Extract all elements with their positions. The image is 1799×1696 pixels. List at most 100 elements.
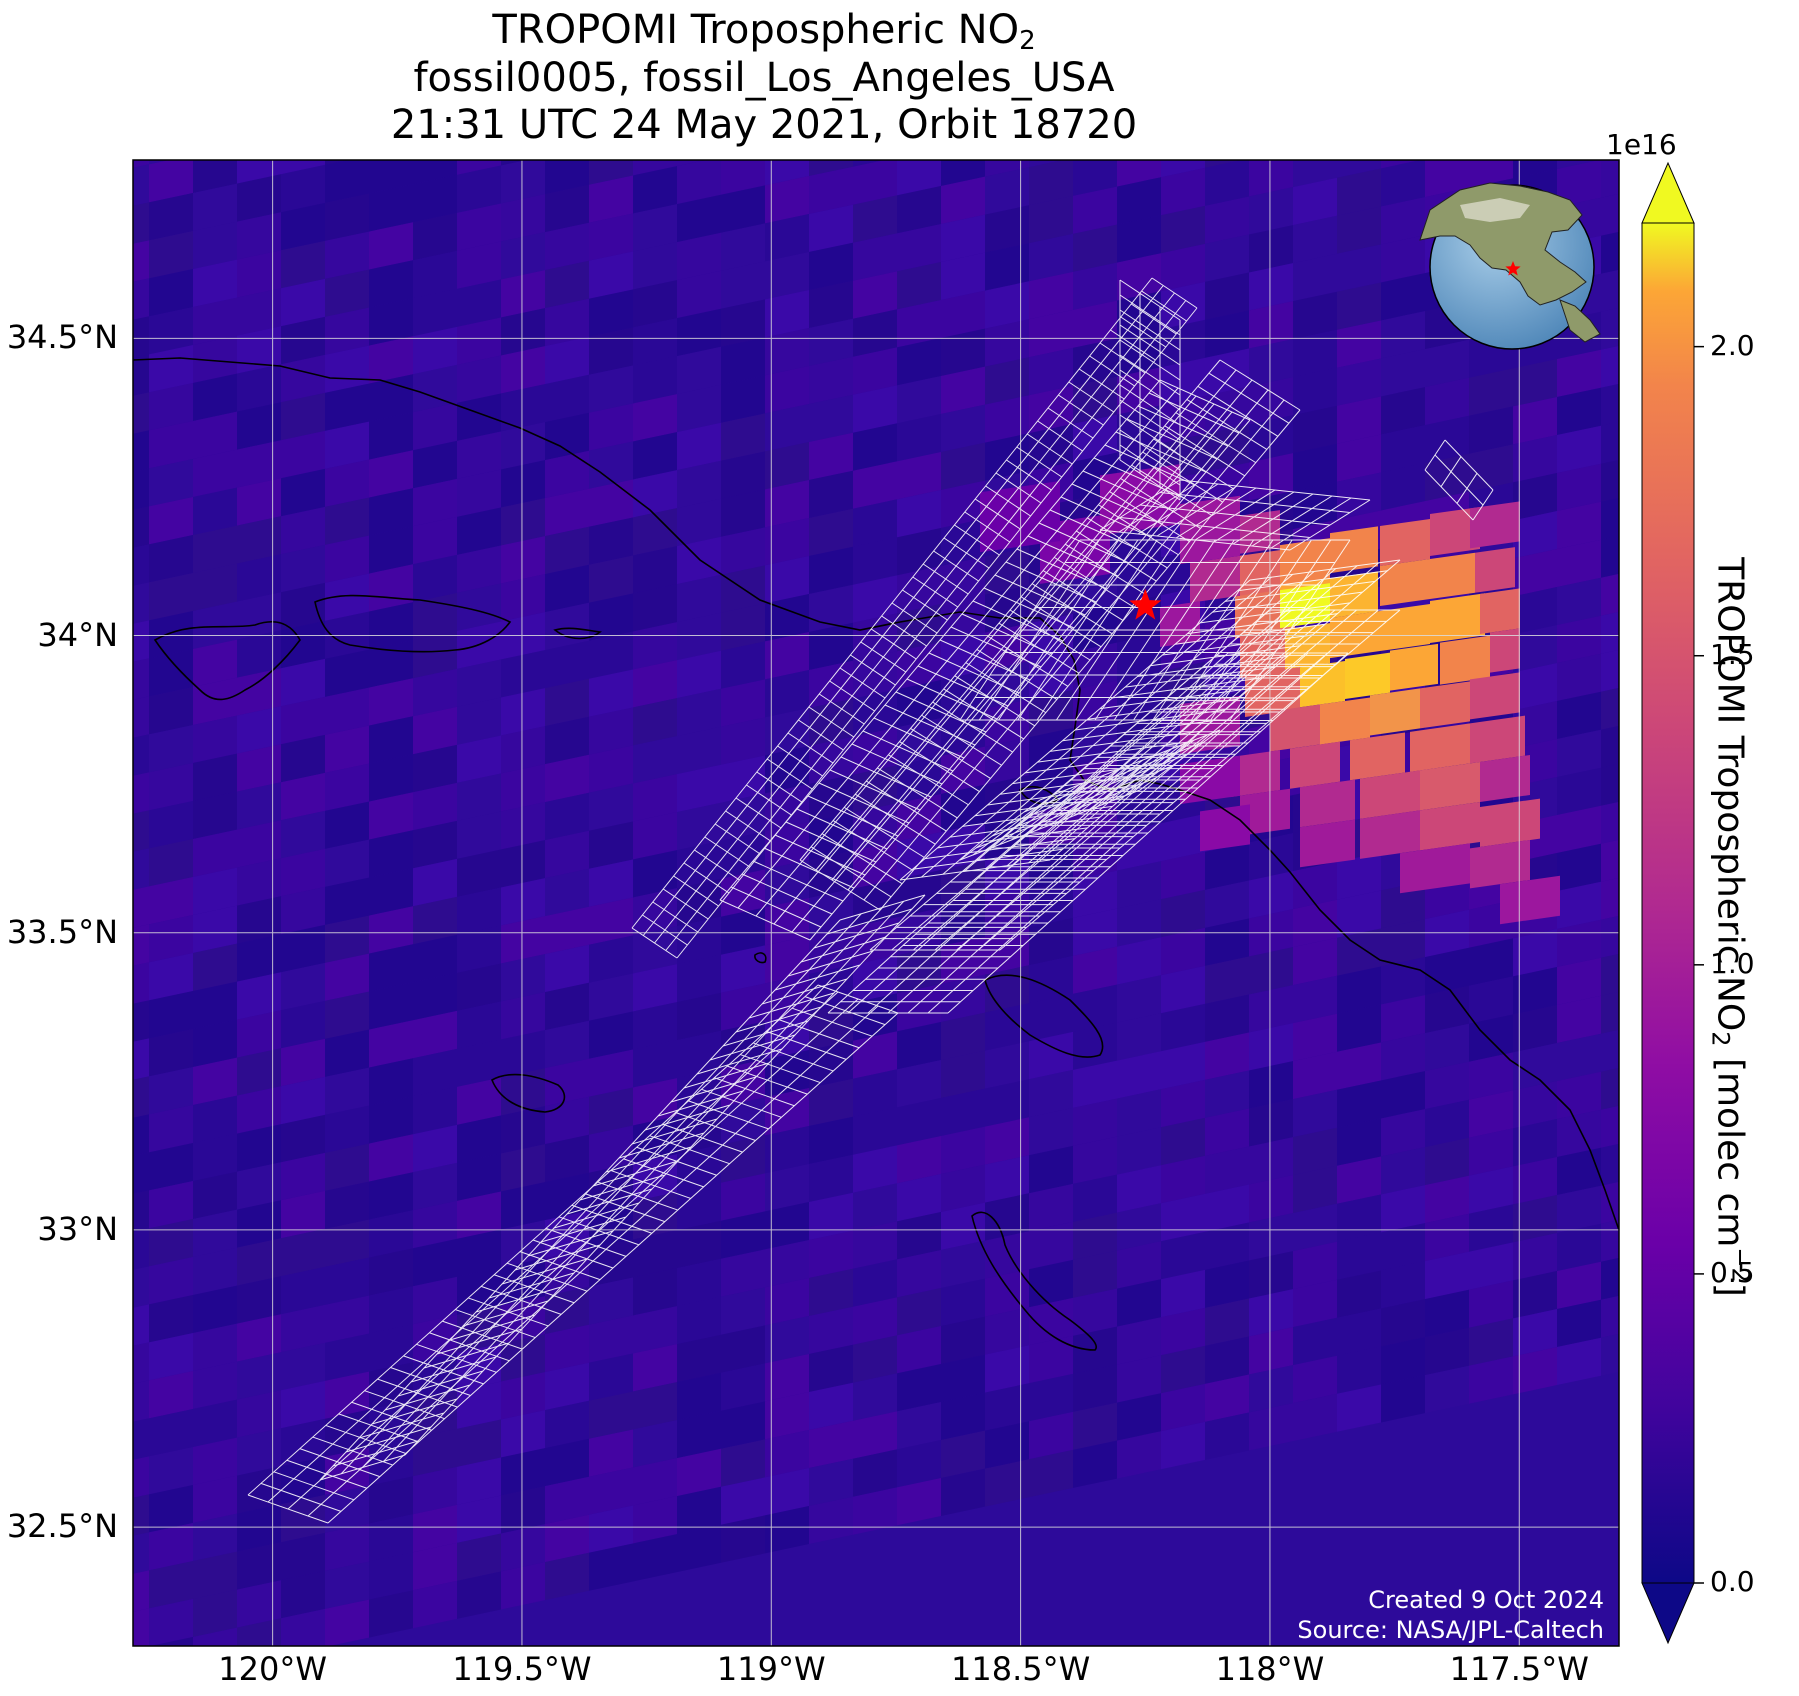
no2-pixel	[589, 1011, 633, 1059]
no2-pixel	[1205, 956, 1249, 1004]
no2-pixel	[1029, 160, 1073, 206]
no2-pixel	[677, 346, 721, 395]
no2-pixel	[369, 1286, 413, 1334]
no2-pixel	[133, 1608, 149, 1646]
no2-pixel	[809, 1382, 853, 1431]
no2-pixel	[545, 1400, 589, 1449]
no2-pixel	[325, 535, 369, 583]
no2-pixel	[897, 375, 941, 424]
no2-pixel	[413, 1200, 457, 1249]
no2-pixel	[369, 1134, 413, 1182]
no2-pixel	[897, 983, 941, 1032]
no2-pixel	[721, 1135, 765, 1183]
no2-pixel	[133, 1342, 149, 1390]
no2-pixel	[193, 411, 237, 459]
no2-pixel	[1381, 160, 1425, 207]
no2-pixel	[281, 468, 325, 517]
no2-pixel	[1205, 1374, 1249, 1422]
no2-pixel	[589, 0, 633, 33]
no2-pixel	[809, 318, 853, 367]
no2-pixel	[1513, 93, 1557, 140]
no2-pixel	[413, 934, 457, 983]
no2-pixel	[1469, 1356, 1513, 1404]
globe-locator-inset	[1419, 182, 1601, 350]
no2-pixel	[589, 1505, 633, 1553]
no2-pixel	[677, 916, 721, 965]
latitude-tick-label: 33.5°N	[6, 912, 118, 951]
colorbar-tick-label: 1.0	[1710, 946, 1755, 980]
no2-pixel	[633, 888, 677, 936]
no2-pixel	[149, 1522, 193, 1571]
no2-pixel	[133, 1228, 149, 1276]
no2-pixel	[457, 165, 501, 213]
no2-pixel	[765, 1278, 809, 1326]
no2-pixel	[237, 1466, 281, 1514]
hotspot-pixel	[1330, 611, 1380, 659]
no2-pixel	[1601, 910, 1619, 958]
no2-pixel	[1205, 160, 1249, 206]
no2-pixel	[941, 1468, 985, 1516]
no2-pixel	[985, 15, 1029, 62]
no2-pixel	[1381, 197, 1425, 245]
no2-pixel	[545, 1362, 589, 1411]
no2-pixel	[1205, 234, 1249, 282]
no2-pixel	[941, 974, 985, 1022]
no2-pixel	[941, 101, 985, 148]
no2-pixel	[941, 594, 985, 642]
no2-pixel	[133, 544, 149, 592]
no2-pixel	[1073, 1136, 1117, 1184]
no2-pixel	[589, 1087, 633, 1135]
no2-pixel	[765, 746, 809, 794]
no2-pixel	[1293, 861, 1337, 910]
no2-pixel	[589, 327, 633, 375]
no2-pixel	[677, 1448, 721, 1497]
no2-pixel	[589, 479, 633, 527]
no2-pixel	[457, 355, 501, 403]
title-line-3: 21:31 UTC 24 May 2021, Orbit 18720	[390, 102, 1138, 148]
no2-pixel	[1601, 264, 1619, 312]
no2-pixel	[501, 1410, 545, 1458]
no2-pixel	[193, 1437, 237, 1485]
no2-pixel	[1073, 224, 1117, 272]
no2-pixel	[765, 898, 809, 946]
hotspot-pixel	[1470, 839, 1530, 889]
hotspot-pixel	[1420, 801, 1480, 851]
no2-pixel	[1205, 1298, 1249, 1346]
no2-pixel	[589, 1277, 633, 1325]
no2-pixel	[1117, 215, 1161, 263]
no2-pixel	[1601, 644, 1619, 692]
no2-pixel	[589, 745, 633, 793]
no2-pixel	[721, 641, 765, 689]
no2-pixel	[281, 160, 325, 175]
no2-pixel	[1557, 0, 1601, 17]
no2-pixel	[721, 1287, 765, 1335]
no2-pixel	[237, 174, 281, 222]
no2-pixel	[589, 160, 633, 185]
no2-pixel	[765, 784, 809, 832]
no2-pixel	[193, 1133, 237, 1181]
no2-pixel	[325, 1067, 369, 1115]
no2-pixel	[809, 1268, 853, 1317]
no2-pixel	[133, 1304, 149, 1352]
no2-pixel	[897, 1211, 941, 1260]
no2-pixel	[1601, 492, 1619, 540]
no2-pixel	[1073, 1212, 1117, 1260]
no2-pixel	[369, 108, 413, 155]
no2-pixel	[545, 1438, 589, 1487]
no2-pixel	[133, 392, 149, 440]
no2-pixel	[633, 160, 677, 176]
no2-pixel	[369, 1476, 413, 1524]
no2-pixel	[1337, 472, 1381, 520]
no2-pixel	[677, 422, 721, 471]
source-credit: Source: NASA/JPL-Caltech	[1297, 1616, 1604, 1644]
no2-pixel	[809, 0, 853, 24]
colorbar-tick-marks	[1694, 345, 1704, 1584]
no2-pixel	[985, 1383, 1029, 1431]
no2-pixel	[721, 0, 765, 5]
no2-pixel	[369, 526, 413, 574]
no2-pixel	[369, 184, 413, 232]
no2-pixel	[1513, 1271, 1557, 1319]
no2-pixel	[633, 1496, 677, 1544]
no2-pixel	[941, 1050, 985, 1098]
no2-pixel	[633, 394, 677, 442]
